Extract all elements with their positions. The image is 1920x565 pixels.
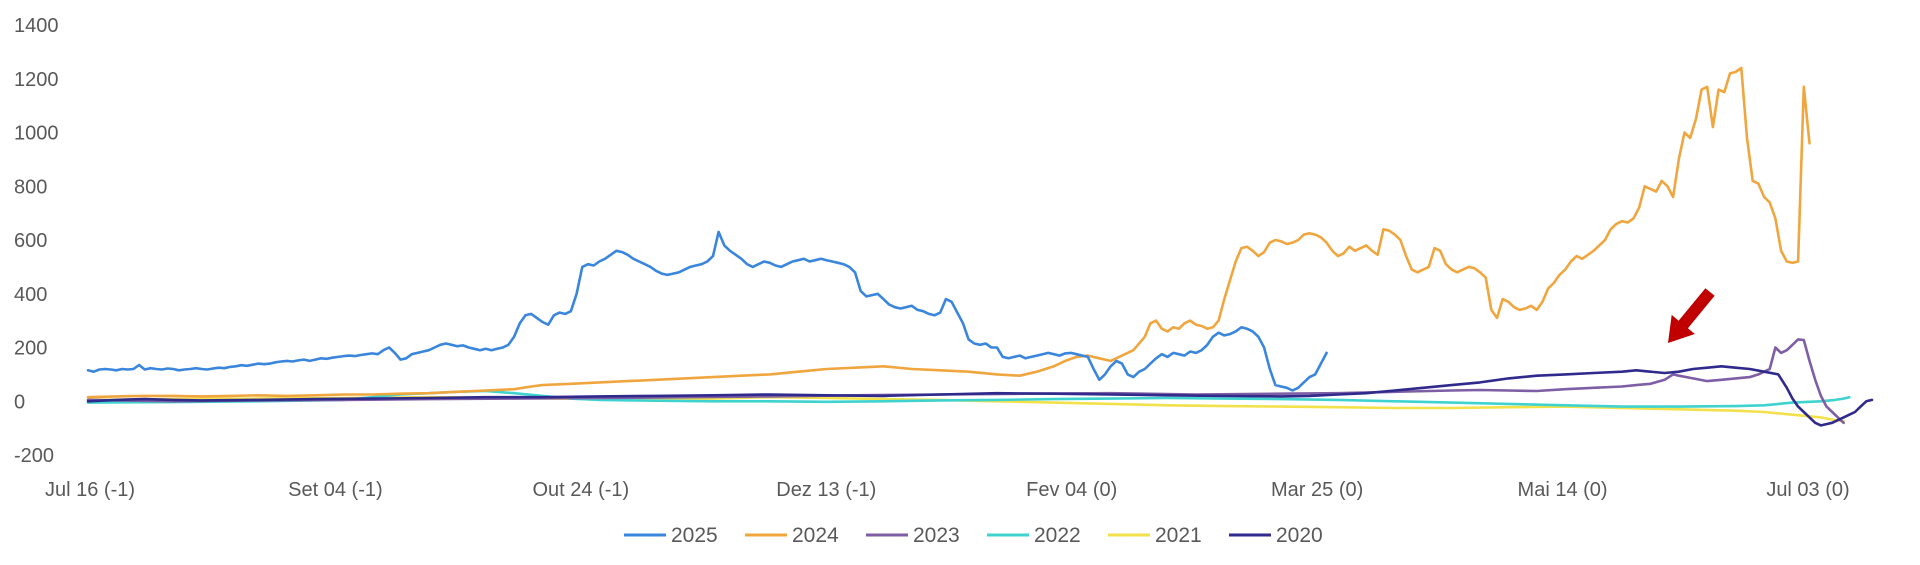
x-tick-label: Mai 14 (0) (1518, 479, 1608, 501)
y-tick-label: 600 (14, 230, 47, 252)
legend-label-2023: 2023 (913, 524, 960, 547)
legend-label-2024: 2024 (792, 524, 839, 547)
x-tick-label: Mar 25 (0) (1271, 479, 1363, 501)
x-axis-ticks: Jul 16 (-1) Set 04 (-1) Out 24 (-1) Dez 13 … (45, 479, 1850, 501)
red-arrow-icon (1668, 288, 1715, 343)
y-tick-label: 0 (14, 391, 25, 413)
series-line-2023 (86, 338, 1845, 425)
series-line-2025 (86, 230, 1328, 392)
legend-label-2022: 2022 (1034, 524, 1081, 547)
series-line-2020 (86, 365, 1874, 427)
legend: 2025 2024 2023 2022 2021 2020 (624, 524, 1323, 547)
x-tick-label: Jul 03 (0) (1766, 479, 1849, 501)
x-tick-label: Set 04 (-1) (288, 479, 382, 501)
y-tick-label: -200 (14, 445, 54, 467)
annotation-arrow (1668, 288, 1715, 343)
x-tick-label: Jul 16 (-1) (45, 479, 135, 501)
legend-label-2021: 2021 (1155, 524, 1202, 547)
legend-label-2025: 2025 (671, 524, 718, 547)
y-tick-label: 1400 (14, 15, 59, 37)
series-lines (86, 66, 1874, 427)
x-tick-label: Fev 04 (0) (1026, 479, 1117, 501)
y-tick-label: 400 (14, 284, 47, 306)
series-line-2024 (86, 66, 1811, 399)
y-tick-label: 1000 (14, 123, 59, 145)
x-tick-label: Dez 13 (-1) (776, 479, 876, 501)
y-tick-label: 200 (14, 338, 47, 360)
x-tick-label: Out 24 (-1) (533, 479, 630, 501)
y-axis-ticks: -200 0 200 400 600 800 1000 1200 1400 (14, 15, 59, 467)
y-tick-label: 800 (14, 176, 47, 198)
legend-label-2020: 2020 (1276, 524, 1323, 547)
y-tick-label: 1200 (14, 69, 59, 91)
